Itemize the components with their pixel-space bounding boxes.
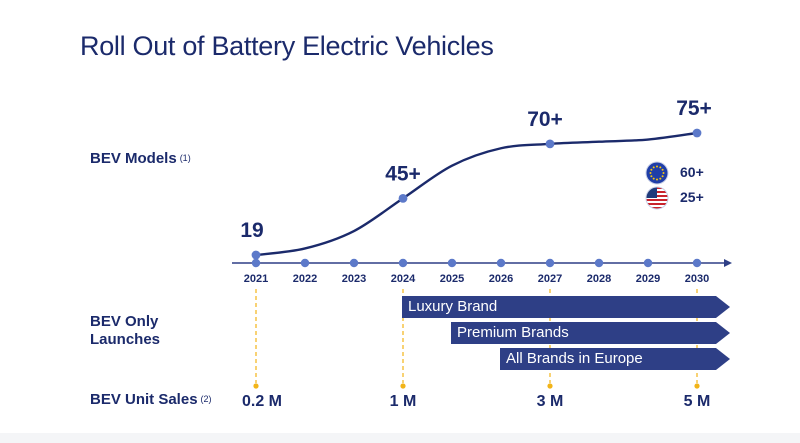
x-axis-tick-dot bbox=[643, 258, 653, 268]
x-tick-label: 2027 bbox=[538, 273, 562, 285]
x-tick-label: 2024 bbox=[391, 273, 416, 285]
x-axis-tick-dot bbox=[398, 258, 408, 268]
region-eu: 60+ bbox=[645, 161, 715, 185]
data-label: 75+ bbox=[676, 97, 712, 120]
unit-sales-value: 1 M bbox=[389, 393, 417, 410]
data-label: 19 bbox=[240, 219, 263, 242]
x-axis-tick-dot bbox=[447, 258, 457, 268]
row-label-bev-only-launches: BEV Only Launches bbox=[90, 313, 160, 349]
bev-models-label: BEV Models bbox=[90, 150, 177, 167]
x-axis-tick-dot bbox=[349, 258, 359, 268]
launch-bar: Premium Brands bbox=[451, 322, 730, 344]
sales-guide-dot bbox=[400, 383, 406, 389]
x-axis-tick-dot bbox=[545, 258, 555, 268]
bev-only-label-line1: BEV Only bbox=[90, 313, 159, 330]
launch-bar: Luxury Brand bbox=[402, 296, 730, 318]
x-axis-tick-dot bbox=[300, 258, 310, 268]
data-label: 45+ bbox=[385, 162, 421, 185]
x-tick-label: 2022 bbox=[293, 273, 317, 285]
region-eu-value: 60+ bbox=[680, 164, 704, 180]
us-flag-icon bbox=[645, 186, 669, 210]
region-us-value: 25+ bbox=[680, 189, 704, 205]
sales-guide-dot bbox=[694, 383, 700, 389]
x-tick-label: 2025 bbox=[440, 273, 464, 285]
row-label-unit-sales: BEV Unit Sales (2) bbox=[90, 391, 212, 409]
x-axis-tick-dot bbox=[692, 258, 702, 268]
x-axis-tick-dot bbox=[594, 258, 604, 268]
footnote-marker: (1) bbox=[179, 153, 191, 163]
x-tick-label: 2023 bbox=[342, 273, 366, 285]
x-tick-label: 2030 bbox=[685, 273, 709, 285]
data-point bbox=[545, 139, 555, 149]
x-axis-arrowhead bbox=[724, 259, 732, 267]
unit-sales-value: 5 M bbox=[683, 393, 711, 410]
sales-guide-dot bbox=[253, 383, 259, 389]
sales-guide-dot bbox=[547, 383, 553, 389]
eu-flag-icon bbox=[645, 161, 669, 185]
x-tick-label: 2029 bbox=[636, 273, 660, 285]
x-tick-label: 2026 bbox=[489, 273, 513, 285]
bottom-band bbox=[0, 433, 800, 443]
x-axis-tick-dot bbox=[251, 258, 261, 268]
x-axis-tick-dot bbox=[496, 258, 506, 268]
bev-only-label-line2: Launches bbox=[90, 331, 161, 348]
footnote-marker: (2) bbox=[200, 394, 212, 404]
data-label: 70+ bbox=[527, 108, 563, 131]
region-us: 25+ bbox=[645, 186, 715, 210]
unit-sales-label: BEV Unit Sales bbox=[90, 391, 198, 408]
data-point bbox=[251, 250, 261, 260]
unit-sales-value: 3 M bbox=[536, 393, 564, 410]
data-point bbox=[398, 193, 408, 203]
page-title: Roll Out of Battery Electric Vehicles bbox=[80, 31, 494, 61]
x-tick-label: 2028 bbox=[587, 273, 611, 285]
data-point bbox=[692, 128, 702, 138]
series-line-bev-models bbox=[255, 131, 698, 257]
unit-sales-value: 0.2 M bbox=[241, 393, 283, 410]
row-label-bev-models: BEV Models (1) bbox=[90, 150, 191, 168]
x-tick-label: 2021 bbox=[244, 273, 268, 285]
launch-bar: All Brands in Europe bbox=[500, 348, 730, 370]
